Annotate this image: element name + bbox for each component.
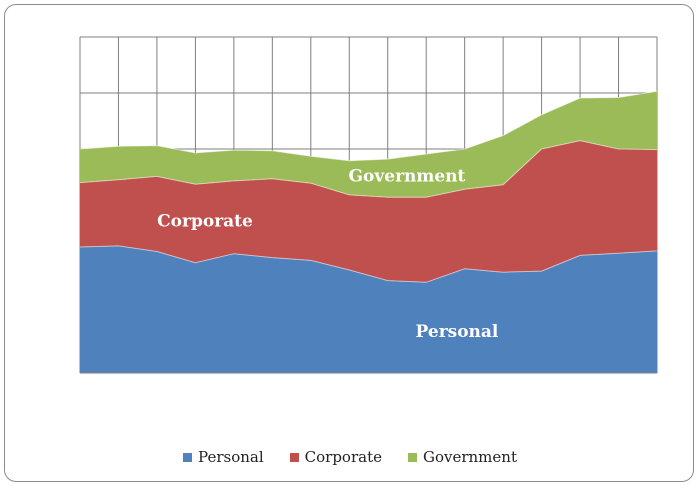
area-label-government: Government	[349, 166, 466, 186]
area-edge-government	[79, 90, 658, 162]
legend-label-personal: Personal	[198, 448, 264, 466]
areas	[79, 90, 658, 373]
area-edge-corporate	[79, 140, 658, 198]
area-edge-personal	[79, 245, 658, 283]
legend-item-corporate: Corporate	[289, 448, 382, 466]
area-government	[80, 91, 657, 198]
area-personal	[80, 245, 657, 373]
legend-swatch-corporate	[289, 452, 299, 462]
legend-label-corporate: Corporate	[304, 448, 382, 466]
legend-item-personal: Personal	[183, 448, 264, 466]
legend-label-government: Government	[422, 448, 517, 466]
area-label-personal: Personal	[416, 322, 499, 342]
legend: Personal Corporate Government	[0, 446, 700, 468]
area-labels: Government Corporate Personal	[157, 166, 499, 342]
legend-swatch-personal	[183, 452, 193, 462]
legend-item-government: Government	[407, 448, 517, 466]
area-label-corporate: Corporate	[157, 211, 253, 231]
legend-swatch-government	[407, 452, 417, 462]
